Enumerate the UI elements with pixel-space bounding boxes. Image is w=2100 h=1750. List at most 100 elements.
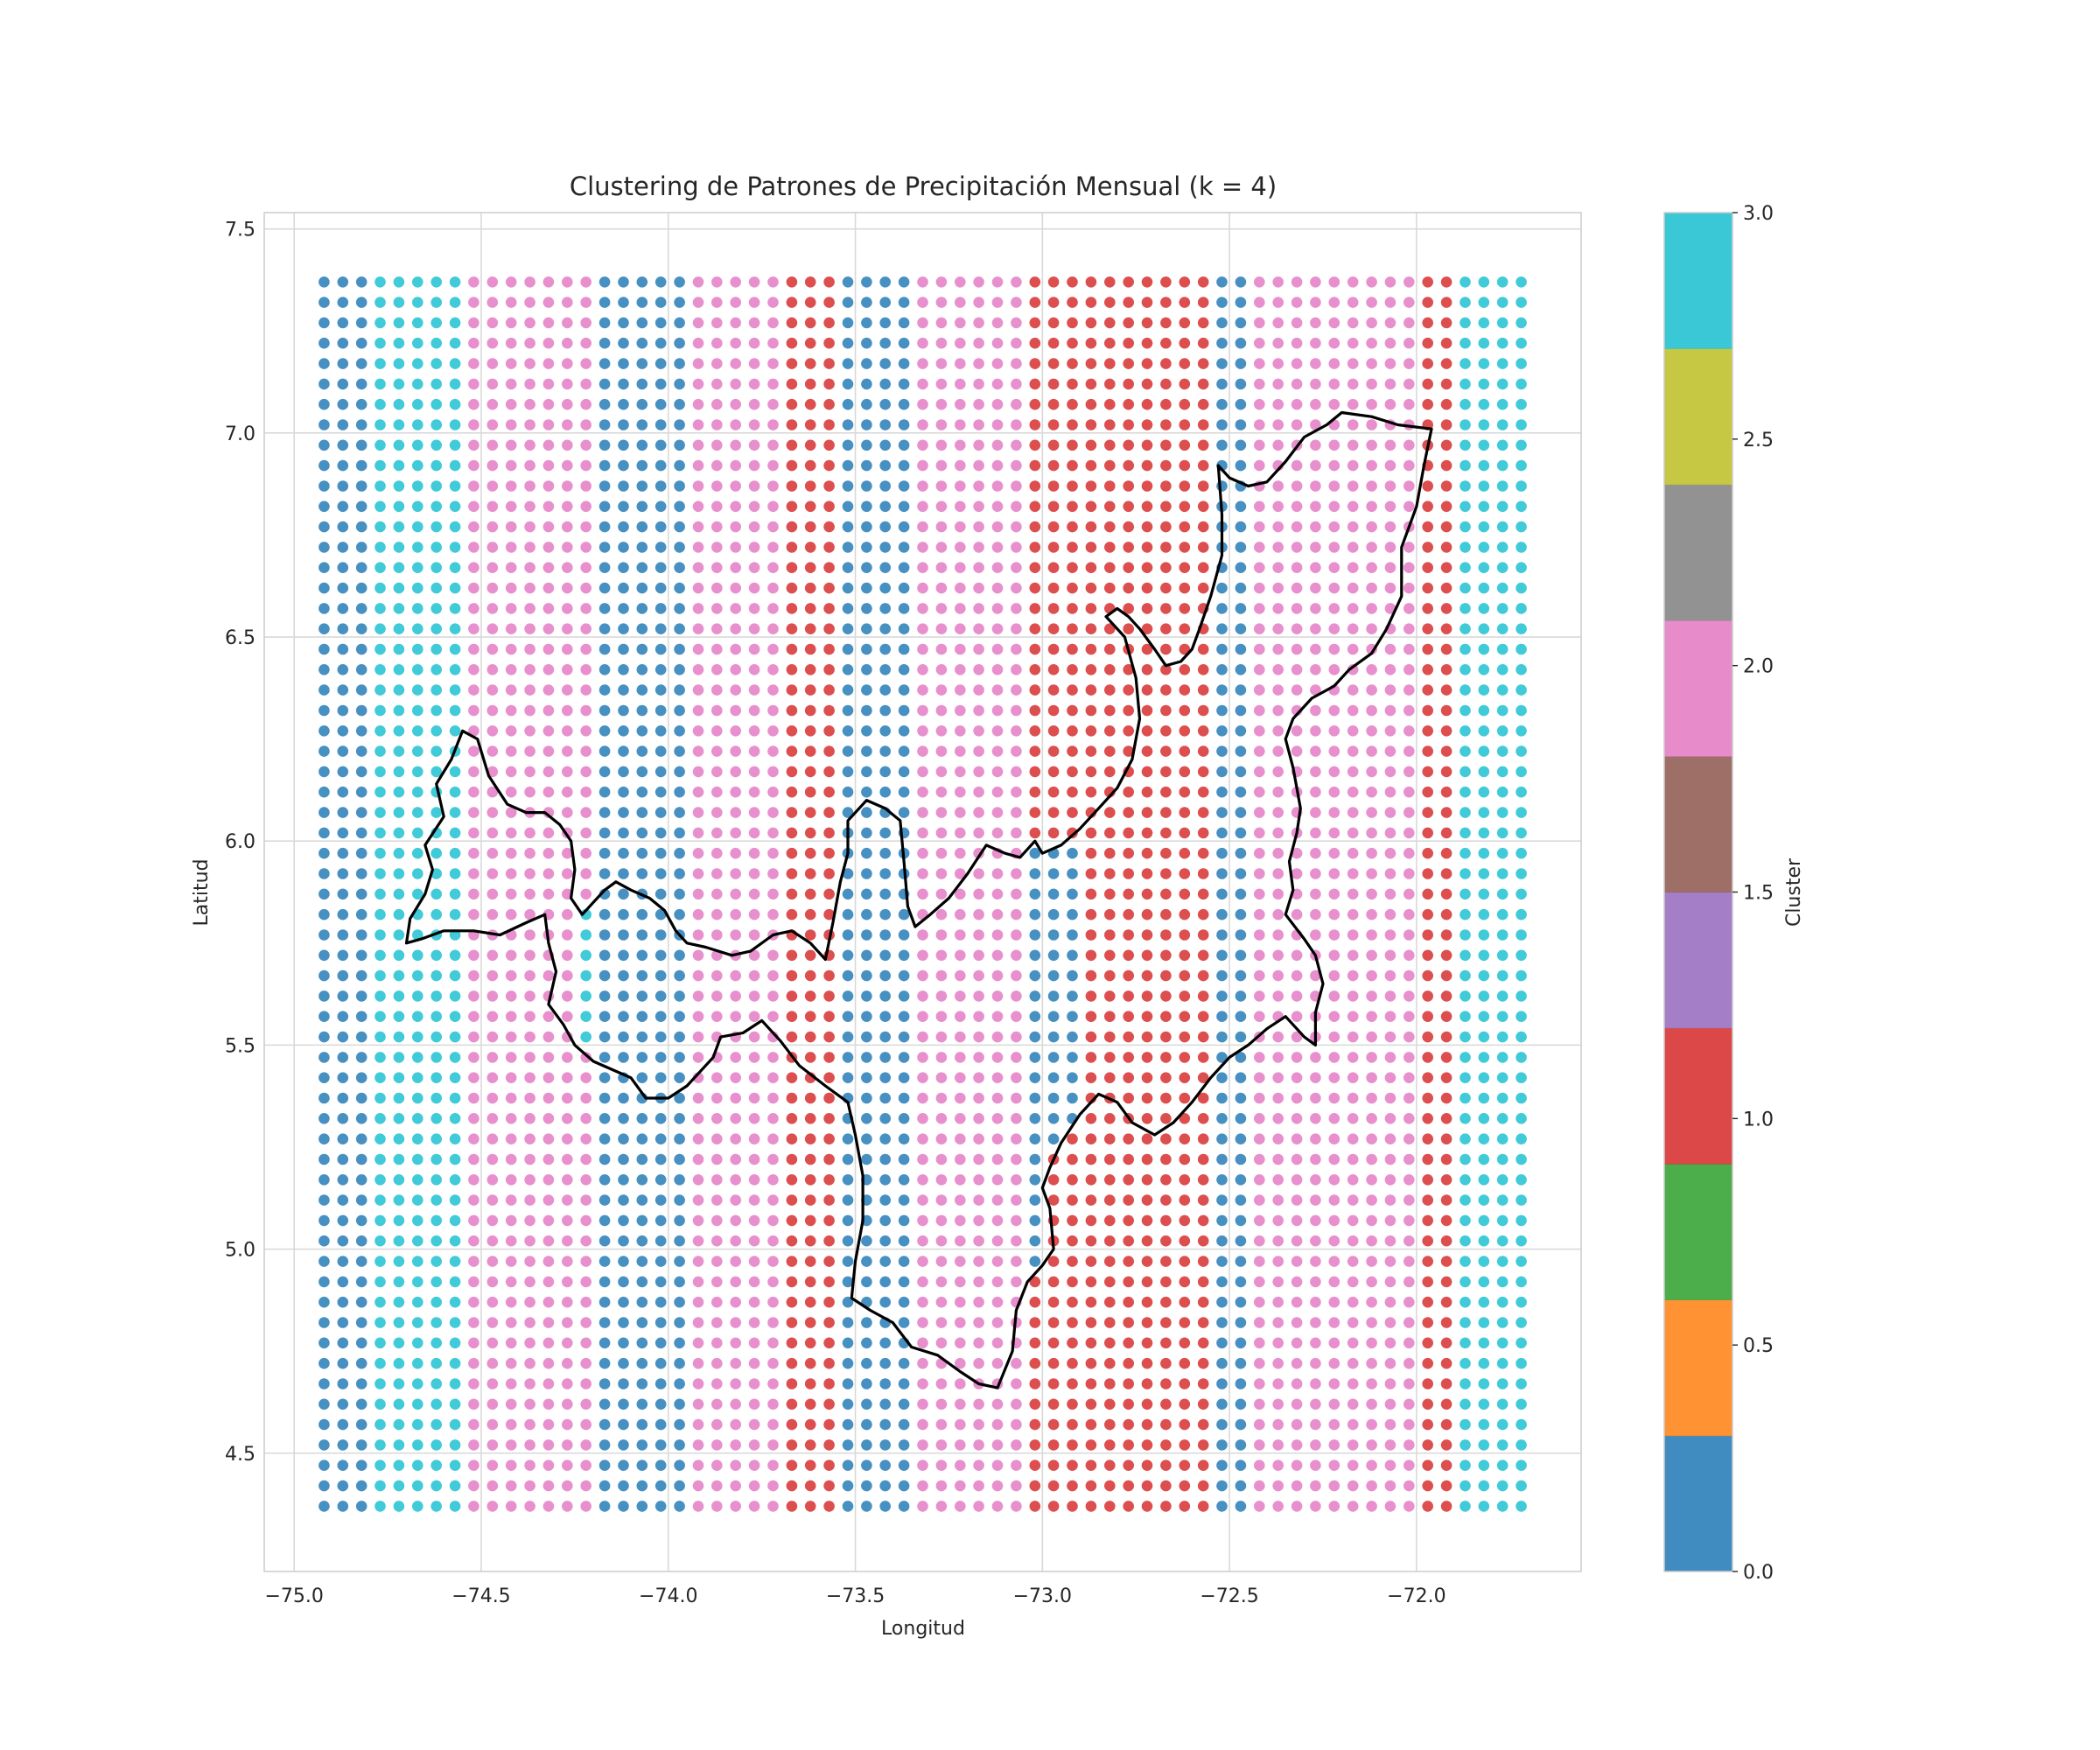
scatter-point — [1160, 521, 1172, 533]
scatter-point — [524, 1174, 536, 1186]
scatter-point — [1197, 725, 1209, 737]
scatter-point — [355, 1460, 368, 1471]
scatter-point — [767, 1072, 779, 1083]
scatter-point — [955, 623, 966, 634]
scatter-point — [1047, 562, 1060, 573]
scatter-point — [580, 746, 592, 757]
scatter-point — [748, 1418, 760, 1431]
scatter-point — [337, 664, 349, 676]
scatter-point — [1067, 725, 1078, 737]
scatter-point — [1291, 1296, 1303, 1308]
scatter-point — [1179, 766, 1191, 778]
scatter-point — [1460, 1480, 1471, 1492]
scatter-point — [580, 1011, 592, 1022]
scatter-point — [1478, 1357, 1490, 1369]
scatter-point — [1179, 439, 1191, 452]
scatter-point — [879, 378, 891, 390]
scatter-point — [730, 358, 741, 369]
scatter-point — [730, 297, 741, 308]
scatter-point — [1366, 542, 1377, 553]
scatter-point — [636, 542, 648, 553]
scatter-point — [1291, 562, 1303, 573]
scatter-point — [374, 1072, 386, 1083]
scatter-point — [374, 297, 386, 308]
scatter-point — [823, 1378, 835, 1390]
scatter-point — [1516, 643, 1527, 655]
scatter-point — [542, 1072, 555, 1083]
scatter-point — [1067, 439, 1078, 452]
scatter-point — [598, 1235, 611, 1247]
scatter-point — [767, 1460, 779, 1471]
scatter-point — [486, 1460, 499, 1471]
scatter-point — [842, 888, 854, 900]
scatter-point — [1460, 1460, 1471, 1471]
scatter-point — [786, 990, 798, 1002]
scatter-point — [355, 786, 368, 798]
scatter-point — [842, 929, 854, 941]
scatter-point — [1216, 949, 1228, 962]
scatter-point — [1496, 582, 1508, 594]
scatter-point — [861, 643, 872, 655]
scatter-point — [1366, 1418, 1377, 1431]
scatter-point — [1104, 500, 1116, 513]
scatter-point — [767, 786, 779, 798]
scatter-point — [767, 623, 779, 634]
scatter-point — [1011, 1418, 1022, 1431]
scatter-point — [879, 1133, 891, 1144]
scatter-point — [1328, 888, 1340, 900]
scatter-point — [1496, 542, 1508, 553]
scatter-point — [374, 1439, 386, 1451]
scatter-point — [842, 603, 854, 614]
scatter-point — [318, 746, 330, 757]
scatter-point — [355, 1276, 368, 1288]
scatter-point — [449, 990, 461, 1002]
scatter-point — [412, 582, 424, 594]
scatter-point — [1235, 1011, 1247, 1022]
scatter-point — [1440, 1133, 1452, 1144]
x-axis-ticks: −75.0 −74.5 −74.0 −73.5 −73.0 −72.5 −72.0 — [264, 1586, 1446, 1607]
scatter-point — [1422, 1460, 1433, 1471]
scatter-point — [598, 439, 611, 452]
scatter-point — [1141, 480, 1153, 492]
scatter-point — [636, 1011, 648, 1022]
scatter-point — [1384, 1113, 1396, 1124]
scatter-point — [393, 1317, 405, 1328]
scatter-point — [1310, 439, 1321, 452]
scatter-point — [1104, 746, 1116, 757]
scatter-point — [318, 725, 330, 737]
scatter-point — [468, 1296, 480, 1308]
scatter-point — [1404, 643, 1415, 655]
scatter-point — [973, 459, 984, 472]
scatter-point — [542, 1031, 555, 1043]
scatter-point — [1141, 459, 1153, 472]
scatter-point — [1197, 684, 1209, 696]
scatter-point — [674, 1357, 685, 1369]
scatter-point — [748, 297, 760, 308]
scatter-point — [1123, 1256, 1134, 1267]
x-tick-label: −72.0 — [1387, 1586, 1446, 1607]
scatter-point — [598, 1296, 611, 1308]
scatter-point — [1478, 419, 1490, 430]
scatter-point — [1235, 725, 1247, 737]
scatter-point — [468, 1480, 480, 1492]
scatter-point — [1141, 908, 1153, 920]
scatter-point — [1422, 562, 1433, 573]
scatter-point — [692, 970, 704, 982]
scatter-point — [374, 1052, 386, 1063]
scatter-point — [542, 276, 555, 288]
scatter-point — [1422, 1214, 1433, 1227]
scatter-point — [1422, 1439, 1433, 1451]
scatter-point — [486, 1031, 499, 1043]
scatter-point — [355, 1480, 368, 1492]
scatter-point — [711, 398, 723, 410]
scatter-point — [1123, 1011, 1134, 1022]
scatter-point — [991, 1501, 1004, 1512]
scatter-point — [730, 1398, 741, 1410]
scatter-point — [468, 1378, 480, 1390]
scatter-point — [898, 358, 910, 369]
scatter-point — [1047, 1276, 1060, 1288]
scatter-point — [412, 949, 424, 962]
scatter-point — [955, 1378, 966, 1390]
scatter-point — [524, 1072, 536, 1083]
scatter-point — [955, 1317, 966, 1328]
